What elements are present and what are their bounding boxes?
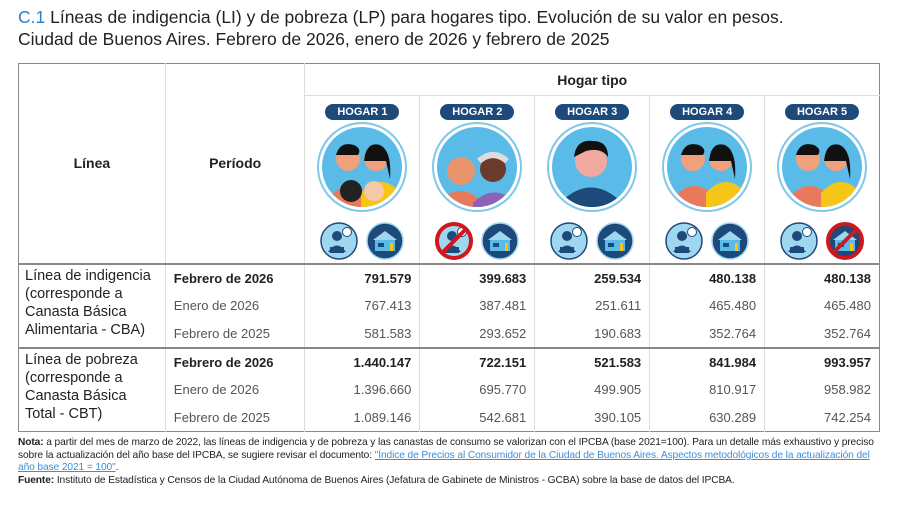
value-cell: 791.579 [304,262,420,292]
value-cell: 352.764 [649,319,765,348]
value-cell: 521.583 [534,346,650,376]
value-cell: 352.764 [764,319,880,348]
value-cell: 259.534 [534,262,650,292]
hogar-label: HOGAR 4 [670,104,745,120]
linea-label: Línea de indigencia (corresponde a Canas… [18,262,166,348]
title-line-2: Ciudad de Buenos Aires. Febrero de 2026,… [18,29,610,49]
value-cell: 465.480 [764,291,880,320]
header-periodo: Período [164,63,305,264]
value-cell: 251.611 [534,291,650,320]
link-end: . [115,462,119,473]
table-row: Febrero de 2025 1.089.146 542.681 390.105 63… [19,403,880,432]
table-row: Febrero de 2025 581.583 293.652 190.683 352.… [19,319,880,348]
value-cell: 722.151 [419,346,535,376]
nota-label: Nota: [18,437,44,448]
table-row: Línea de indigencia (corresponde a Canas… [18,262,880,348]
notes: Nota: a partir del mes de marzo de 2022,… [18,437,884,487]
hogar-label: HOGAR 5 [784,104,860,120]
house-icon [366,222,405,260]
hogar-2-header: HOGAR 2 [419,95,535,264]
household-illustration-icon [547,122,638,212]
value-cell: 958.982 [764,375,880,404]
data-table: Línea Período Hogar tipo HOGAR 1 HOGAR 2 H… [18,63,880,432]
hogar-1-header: HOGAR 1 [304,95,420,264]
house-icon [596,222,634,260]
fuente-label: Fuente: [18,474,55,486]
worker-icon [780,222,818,260]
value-cell: 387.481 [419,291,535,320]
document-link[interactable]: "Índice de Precios al Consumidor de la C… [18,449,870,474]
value-cell: 399.683 [419,262,535,292]
house-icon [711,222,749,260]
fuente-text: Instituto de Estadística y Censos de la … [54,474,735,486]
value-cell: 1.396.660 [304,375,420,404]
value-cell: 993.957 [764,346,880,376]
value-cell: 190.683 [534,319,650,348]
table-row: Enero de 2026 1.396.660 695.770 499.905 810.… [19,375,880,404]
value-cell: 480.138 [764,262,880,292]
header-hogar-tipo: Hogar tipo [304,63,880,96]
nota-text: a partir del mes de marzo de 2022, las l… [18,437,874,461]
value-cell: 1.440.147 [304,346,420,376]
worker-icon [550,222,588,260]
hogar-5-header: HOGAR 5 [764,95,880,264]
hogar-label: HOGAR 2 [440,104,515,120]
table-row: Línea de pobreza (corresponde a Canasta … [18,346,880,432]
household-illustration-icon [662,122,753,212]
value-cell: 293.652 [419,319,535,348]
title-line-1: Líneas de indigencia (LI) y de pobreza (… [45,7,784,27]
value-cell: 767.413 [304,291,420,320]
chart-number: C.1 [18,7,46,27]
chart-title: C.1 Líneas de indigencia (LI) y de pobre… [18,6,898,50]
header-linea: Línea [73,155,111,172]
hogar-label: HOGAR 3 [555,104,630,120]
value-cell: 390.105 [534,403,650,432]
value-cell: 1.089.146 [304,403,420,432]
house-icon [481,222,520,260]
household-illustration-icon [432,122,523,212]
hogar-4-header: HOGAR 4 [649,95,765,264]
periodo-cell: Enero de 2026 [164,375,305,404]
table-row: Enero de 2026 767.413 387.481 251.611 465.48… [19,291,880,320]
value-cell: 695.770 [419,375,535,404]
value-cell: 480.138 [649,262,765,292]
value-cell: 841.984 [649,346,765,376]
value-cell: 630.289 [649,403,765,432]
worker-icon [665,222,703,260]
periodo-cell: Enero de 2026 [164,291,305,320]
value-cell: 499.905 [534,375,650,404]
household-illustration-icon [317,122,408,212]
worker-icon [320,222,359,260]
linea-label: Línea de pobreza (corresponde a Canasta … [18,346,166,432]
periodo-cell: Febrero de 2026 [164,262,305,292]
periodo-cell: Febrero de 2025 [164,403,305,432]
no-house-icon [826,222,865,260]
hogar-3-header: HOGAR 3 [534,95,650,264]
value-cell: 581.583 [304,319,420,348]
periodo-cell: Febrero de 2026 [164,346,305,376]
value-cell: 742.254 [764,403,880,432]
household-illustration-icon [777,122,868,212]
no-worker-icon [435,222,474,260]
hogar-label: HOGAR 1 [325,104,400,120]
value-cell: 810.917 [649,375,765,404]
value-cell: 542.681 [419,403,535,432]
value-cell: 465.480 [649,291,765,320]
periodo-cell: Febrero de 2025 [164,319,305,348]
